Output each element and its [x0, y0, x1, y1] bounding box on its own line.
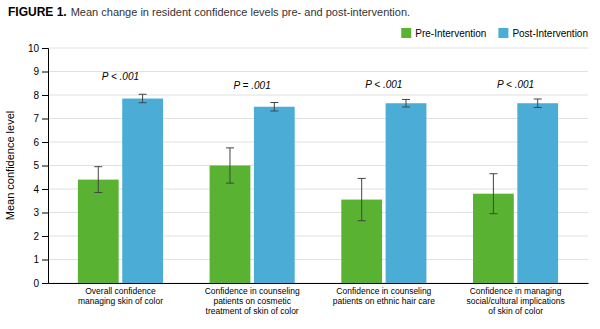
error-bar: [270, 103, 278, 111]
y-tick-mark: [42, 72, 48, 73]
x-tick-label-line: patients on cosmetic: [213, 296, 291, 306]
error-bar: [534, 99, 542, 107]
x-tick-label-line: social/cultural implications: [466, 296, 564, 306]
x-tick-label-line: managing skin of color: [78, 296, 163, 306]
y-tick: 8: [33, 90, 48, 101]
chart: FIGURE 1. Mean change in resident confid…: [0, 0, 600, 329]
y-tick-label: 2: [33, 231, 39, 242]
x-tick-label-line: patients on ethnic hair care: [333, 296, 435, 306]
y-tick-mark: [42, 95, 48, 96]
y-tick: 4: [33, 184, 48, 195]
y-tick: 6: [33, 137, 48, 148]
x-tick-label: Confidence in counselingpatients on cosm…: [205, 286, 300, 316]
bar: [78, 180, 119, 283]
y-tick-label: 8: [33, 90, 39, 101]
y-tick: 9: [33, 66, 48, 77]
x-axis-line: [49, 283, 589, 284]
grid-line: [48, 48, 588, 49]
y-axis-line: [42, 49, 49, 284]
legend-item: Post-Intervention: [498, 28, 588, 39]
annotation: P < .001: [365, 79, 402, 90]
series: [122, 94, 558, 283]
y-tick-mark: [42, 260, 48, 261]
x-tick-label-line: Confidence in managing: [470, 286, 562, 296]
x-tick: Overall confidencemanaging skin of color: [78, 283, 163, 306]
legend-label: Pre-Intervention: [415, 28, 486, 39]
legend-swatch: [498, 28, 508, 38]
y-axis-title: Mean confidence level: [4, 111, 16, 220]
y-tick-label: 6: [33, 137, 39, 148]
annotation: P = .001: [234, 80, 271, 91]
x-tick-label: Confidence in managingsocial/cultural im…: [466, 286, 564, 316]
x-tick: Confidence in counselingpatients on ethn…: [333, 283, 435, 306]
y-tick-mark: [42, 142, 48, 143]
y-tick: 2: [33, 231, 48, 242]
y-tick-label: 7: [33, 113, 39, 124]
x-tick-label-line: Overall confidence: [85, 286, 156, 296]
y-tick: 7: [33, 113, 48, 124]
y-tick: 0: [33, 278, 48, 289]
x-tick: Confidence in managingsocial/cultural im…: [466, 283, 564, 316]
y-tick-label: 5: [33, 160, 39, 171]
x-axis: Overall confidencemanaging skin of color…: [49, 283, 589, 316]
annotation: P < .001: [102, 71, 139, 82]
y-tick-label: 4: [33, 184, 39, 195]
y-tick: 3: [33, 207, 48, 218]
error-bar: [94, 167, 102, 193]
legend-swatch: [401, 28, 411, 38]
y-tick-mark: [42, 119, 48, 120]
marks: [78, 94, 558, 283]
x-tick-label: Overall confidencemanaging skin of color: [78, 286, 163, 306]
error-bar: [402, 99, 410, 107]
grid-line: [48, 95, 588, 96]
x-tick-label-line: of skin of color: [488, 306, 543, 316]
x-tick: Confidence in counselingpatients on cosm…: [205, 283, 300, 316]
y-tick: 10: [28, 43, 48, 54]
x-tick-label-line: Confidence in counseling: [336, 286, 431, 296]
error-bar: [489, 174, 497, 214]
legend: Pre-Intervention Post-Intervention: [401, 28, 588, 39]
y-tick-mark: [42, 48, 48, 49]
y-tick-label: 9: [33, 66, 39, 77]
y-tick-label: 0: [33, 278, 39, 289]
y-tick-label: 1: [33, 254, 39, 265]
annotation: P < .001: [497, 79, 534, 90]
bar: [517, 103, 558, 283]
y-tick-mark: [42, 213, 48, 214]
subtitle: Mean change in resident confidence level…: [71, 6, 410, 18]
bar: [122, 99, 163, 283]
error-bar: [139, 94, 147, 102]
y-tick-mark: [42, 166, 48, 167]
plot: 0 1 2 3 4 5 6 7 8 9 10 Overall confidencemanaging s…: [28, 43, 589, 317]
x-tick-label-line: Confidence in counseling: [205, 286, 300, 296]
y-tick: 1: [33, 254, 48, 265]
bar: [386, 103, 427, 283]
x-tick-label: Confidence in counselingpatients on ethn…: [333, 286, 435, 306]
y-tick-mark: [42, 189, 48, 190]
error-bar: [226, 148, 234, 183]
y-tick-label: 10: [28, 43, 40, 54]
x-tick-label-line: treatment of skin of color: [206, 306, 299, 316]
y-tick-mark: [42, 283, 48, 284]
grid: [48, 48, 588, 283]
annotations: P < .001 P = .001 P < .001 P < .001: [102, 71, 534, 91]
title: FIGURE 1.: [8, 5, 67, 19]
bar: [254, 107, 295, 283]
error-bar: [358, 178, 366, 220]
y-tick: 5: [33, 160, 48, 171]
y-tick-mark: [42, 236, 48, 237]
legend-item: Pre-Intervention: [401, 28, 486, 39]
y-axis: 0 1 2 3 4 5 6 7 8 9 10: [28, 43, 49, 289]
legend-label: Post-Intervention: [512, 28, 588, 39]
y-tick-label: 3: [33, 207, 39, 218]
